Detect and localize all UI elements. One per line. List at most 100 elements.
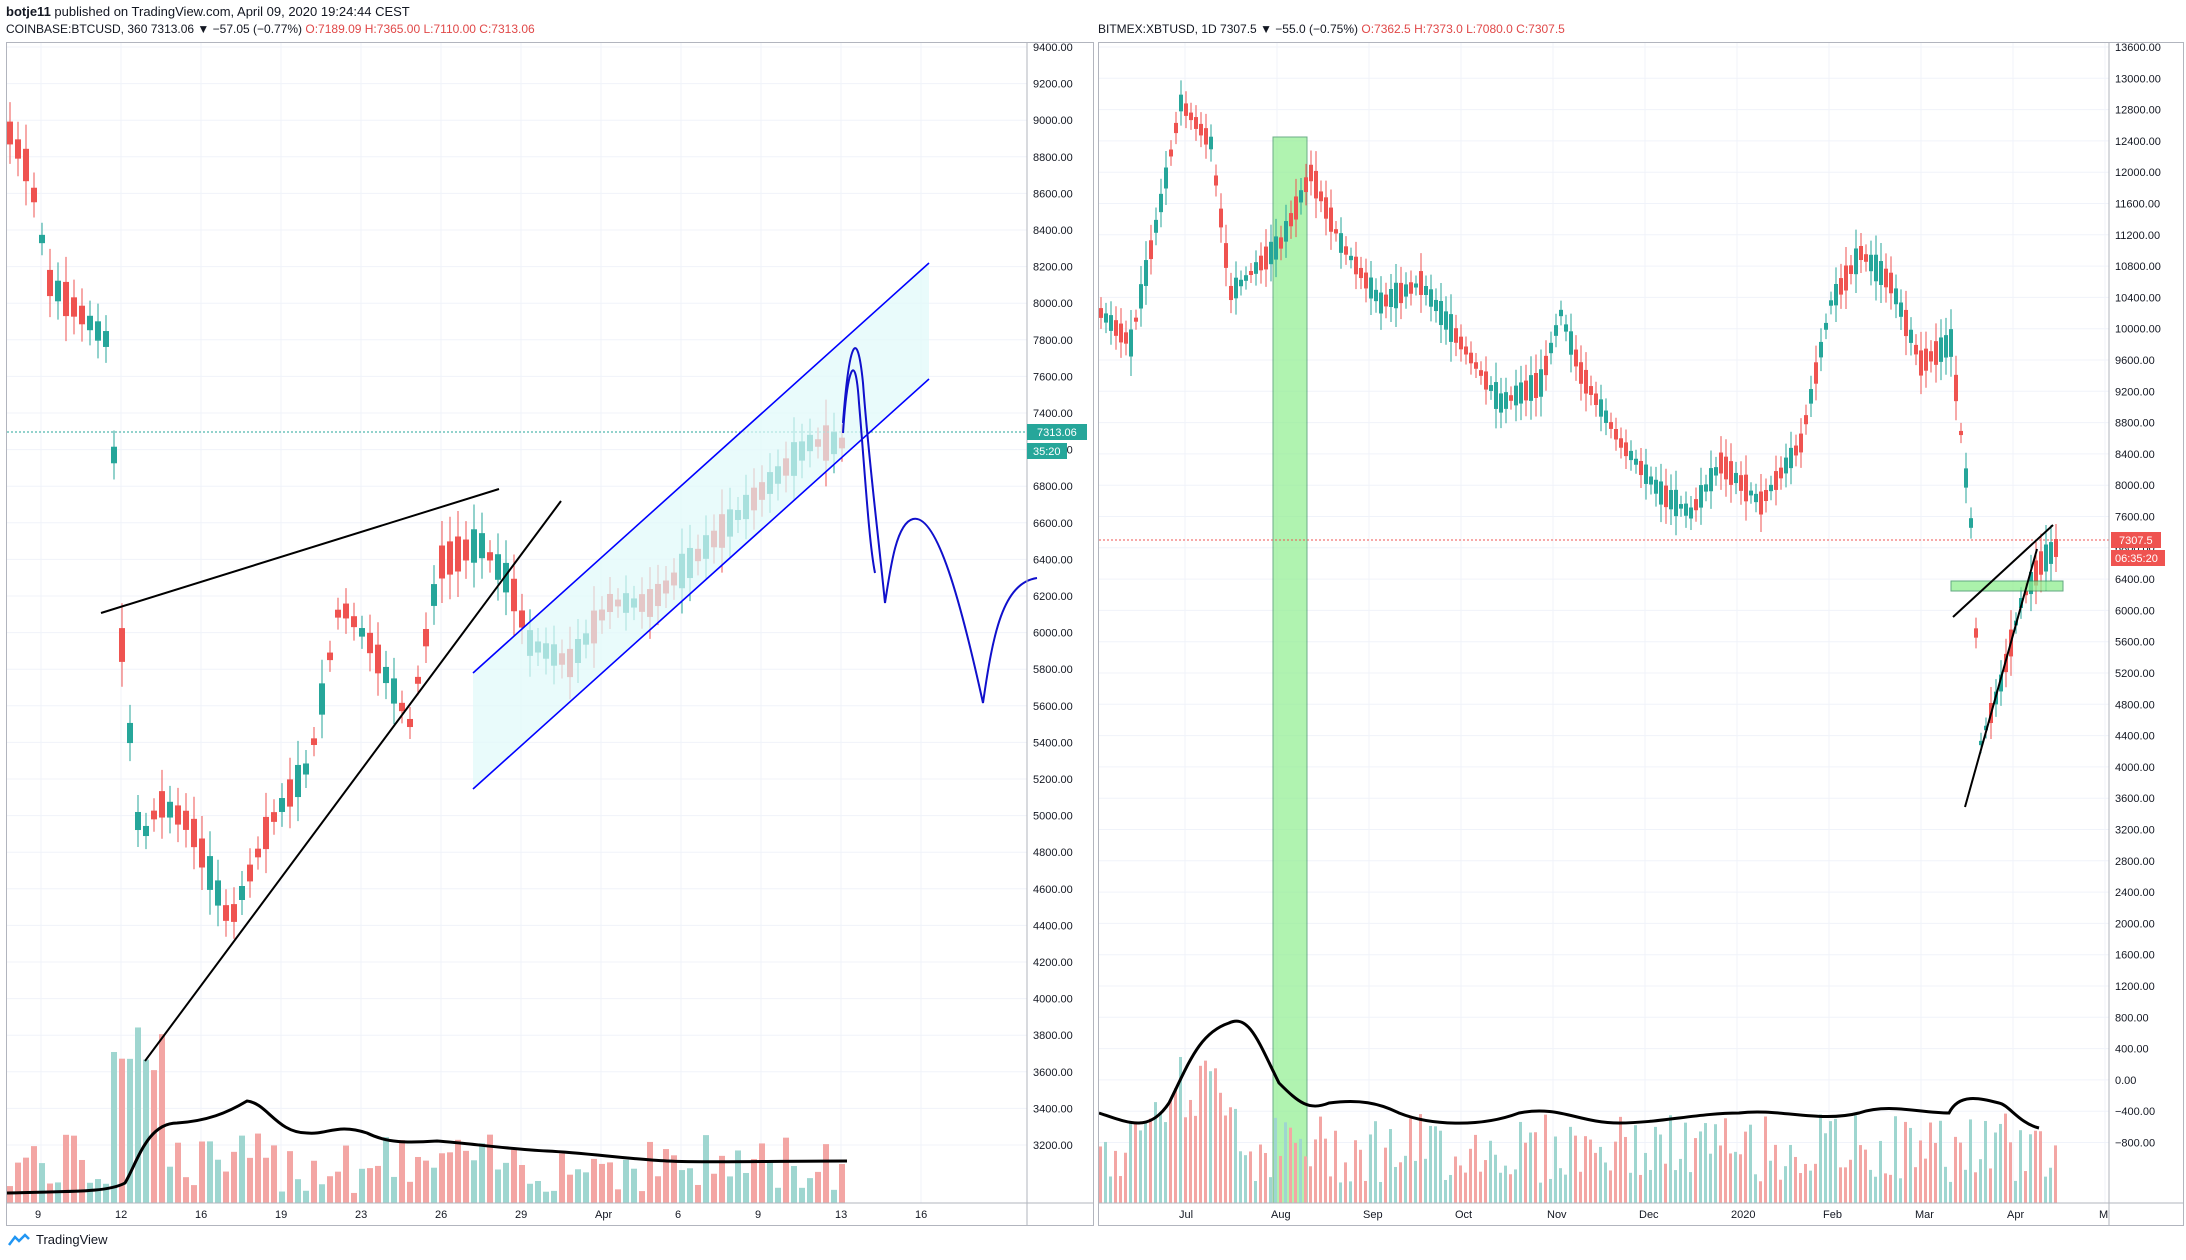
wedge-upper-line[interactable] [1952, 524, 2054, 618]
candle-body [1879, 261, 1883, 285]
volume-bar [1184, 1117, 1187, 1203]
volume-bar [1389, 1129, 1392, 1203]
volume-bar [1954, 1136, 1957, 1203]
volume-bar [1939, 1120, 1942, 1203]
volume-bar [183, 1177, 189, 1203]
volume-bar [1769, 1160, 1772, 1203]
y-tick-label: 10400.00 [2115, 292, 2161, 304]
volume-bar [199, 1141, 205, 1203]
right-countdown-tag [2111, 550, 2165, 566]
volume-bar [1584, 1136, 1587, 1203]
right-legend: BITMEX:XBTUSD, 1D 7307.5 ▼ −55.0 (−0.75%… [1098, 22, 1565, 36]
candle-body [511, 578, 517, 612]
y-tick-label: 5200.00 [1033, 774, 1073, 786]
candle-body [1944, 335, 1948, 358]
channel-lower-line[interactable] [472, 378, 930, 790]
support-trendline[interactable] [144, 500, 562, 1062]
candle-body [1819, 341, 1823, 358]
volume-bar [1634, 1125, 1637, 1203]
volume-bar [1864, 1149, 1867, 1203]
candle-body [1184, 103, 1188, 116]
candle-body [1704, 484, 1708, 492]
candle-body [1684, 503, 1688, 516]
candle-body [1279, 237, 1283, 249]
candle-body [2024, 590, 2028, 596]
volume-bar [1259, 1144, 1262, 1203]
footer: TradingView [8, 1232, 108, 1247]
volume-bar [1354, 1140, 1357, 1203]
volume-bar [39, 1163, 45, 1203]
volume-bar [2029, 1134, 2032, 1203]
volume-bar [1099, 1146, 1102, 1203]
resistance-trendline[interactable] [100, 488, 500, 614]
volume-bar [1429, 1125, 1432, 1203]
volume-bar [1459, 1165, 1462, 1203]
candle-body [1579, 362, 1583, 384]
volume-bar [1514, 1169, 1517, 1203]
candle-body [1299, 190, 1303, 203]
volume-bar [2034, 1130, 2037, 1203]
right-chart-panel[interactable]: 13600.00 13000.00 12800.00 12400.00 12000.00… [1098, 42, 2184, 1226]
volume-bar [1444, 1179, 1447, 1203]
candle-body [103, 331, 109, 347]
support-zone-box[interactable] [1950, 580, 2064, 592]
candle-body [1274, 236, 1278, 260]
forecast-path-2[interactable] [842, 369, 876, 574]
volume-bar [743, 1172, 749, 1203]
candle-body [1749, 490, 1753, 496]
x-tick-label: Apr [2007, 1209, 2024, 1221]
forecast-path[interactable] [842, 347, 1038, 704]
y-tick-label: 3400.00 [1033, 1103, 1073, 1115]
candle-body [1829, 300, 1833, 306]
volume-bar [1479, 1171, 1482, 1203]
candle-body [1244, 275, 1248, 281]
footer-brand[interactable]: TradingView [36, 1232, 108, 1247]
volume-bar [1369, 1134, 1372, 1203]
candle-body [1939, 337, 1943, 362]
tradingview-logo-icon[interactable] [8, 1232, 30, 1247]
y-tick-label: 4600.00 [1033, 884, 1073, 896]
candle-body [1909, 329, 1913, 343]
volume-bar [1724, 1118, 1727, 1203]
volume-bar [1804, 1163, 1807, 1203]
left-chart-svg[interactable]: 9400.00 9200.00 9000.00 8800.00 8600.00 8400.… [7, 43, 1093, 1225]
y-tick-label: 12400.00 [2115, 136, 2161, 148]
volume-bar [1344, 1162, 1347, 1203]
right-chart-svg[interactable]: 13600.00 13000.00 12800.00 12400.00 12000.00… [1099, 43, 2183, 1225]
volume-bar [295, 1179, 301, 1203]
candle-body [367, 632, 373, 654]
volume-bar [1119, 1176, 1122, 1203]
y-tick-label: 10000.00 [2115, 324, 2161, 336]
channel-upper-line[interactable] [472, 262, 930, 674]
candle-body [239, 885, 245, 901]
volume-bar [1844, 1167, 1847, 1203]
y-tick-label: 4200.00 [1033, 957, 1073, 969]
volume-bar [767, 1161, 773, 1203]
candle-body [1674, 489, 1678, 517]
author-name[interactable]: botje11 [6, 4, 51, 19]
volume-bar [1899, 1178, 1902, 1203]
x-tick-label: 6 [675, 1209, 681, 1221]
y-tick-label: 3600.00 [2115, 793, 2155, 805]
candle-body [487, 552, 493, 561]
candle-body [1644, 464, 1648, 484]
candle-body [1929, 351, 1933, 362]
volume-bar [191, 1185, 197, 1203]
volume-bar [1534, 1132, 1537, 1203]
left-chart-panel[interactable]: 9400.00 9200.00 9000.00 8800.00 8600.00 8400.… [6, 42, 1094, 1226]
volume-bar [1599, 1146, 1602, 1203]
volume-bar [1264, 1152, 1267, 1203]
candle-body [503, 562, 509, 593]
candle-body [1809, 389, 1813, 404]
volume-bar [1579, 1171, 1582, 1203]
y-tick-label: 4000.00 [1033, 994, 1073, 1006]
wedge-lower-line[interactable] [1964, 548, 2038, 808]
candle-body [1624, 442, 1628, 457]
green-highlight-zone[interactable] [1272, 136, 1308, 1204]
volume-bar [1799, 1173, 1802, 1203]
volume-bar [783, 1137, 789, 1203]
candle-body [1099, 308, 1103, 318]
volume-bar [1859, 1145, 1862, 1203]
right-y-ticks: 13600.00 13000.00 12800.00 12400.00 12000.00… [2115, 43, 2161, 1150]
volume-bar [1974, 1172, 1977, 1203]
